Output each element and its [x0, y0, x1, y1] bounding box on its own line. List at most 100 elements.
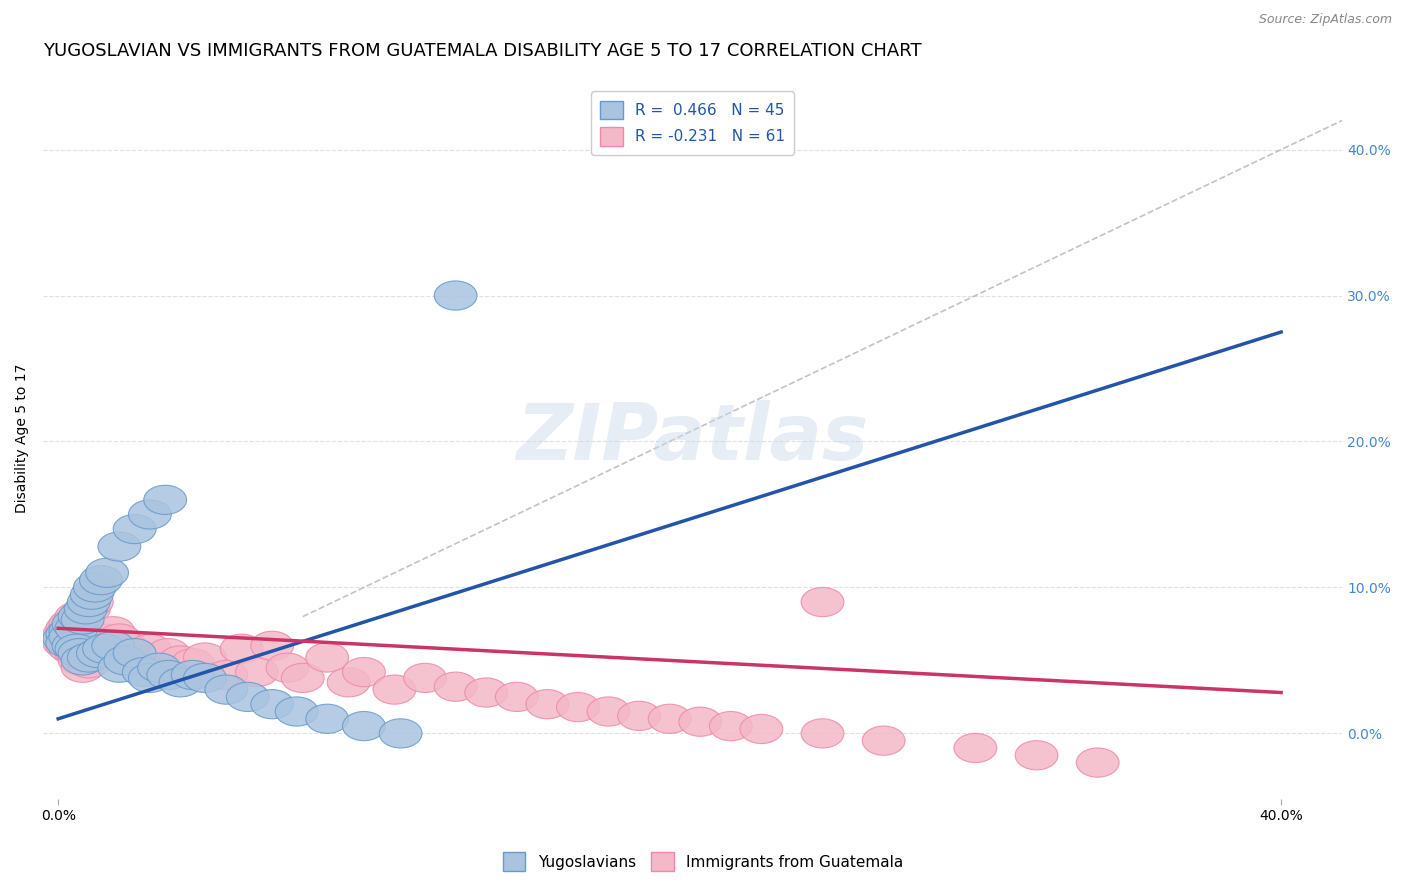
Ellipse shape: [184, 664, 226, 692]
Ellipse shape: [146, 660, 190, 690]
Ellipse shape: [73, 639, 117, 668]
Ellipse shape: [62, 605, 104, 634]
Ellipse shape: [205, 660, 247, 690]
Text: Source: ZipAtlas.com: Source: ZipAtlas.com: [1258, 13, 1392, 27]
Ellipse shape: [98, 624, 141, 653]
Ellipse shape: [80, 566, 122, 595]
Ellipse shape: [98, 532, 141, 561]
Ellipse shape: [465, 678, 508, 707]
Ellipse shape: [104, 646, 146, 675]
Ellipse shape: [55, 634, 98, 664]
Ellipse shape: [73, 573, 117, 602]
Ellipse shape: [307, 704, 349, 733]
Ellipse shape: [343, 657, 385, 687]
Ellipse shape: [172, 648, 214, 678]
Text: ZIPatlas: ZIPatlas: [516, 400, 869, 475]
Ellipse shape: [67, 643, 110, 672]
Ellipse shape: [62, 653, 104, 682]
Ellipse shape: [276, 697, 318, 726]
Ellipse shape: [49, 623, 91, 652]
Ellipse shape: [740, 714, 783, 744]
Ellipse shape: [434, 281, 477, 310]
Ellipse shape: [343, 712, 385, 740]
Ellipse shape: [404, 664, 447, 692]
Ellipse shape: [801, 588, 844, 616]
Ellipse shape: [266, 653, 309, 682]
Ellipse shape: [679, 707, 721, 736]
Ellipse shape: [62, 646, 104, 675]
Ellipse shape: [52, 632, 94, 660]
Ellipse shape: [52, 616, 94, 646]
Ellipse shape: [128, 500, 172, 529]
Ellipse shape: [55, 639, 98, 668]
Ellipse shape: [146, 639, 190, 668]
Ellipse shape: [62, 599, 104, 628]
Ellipse shape: [67, 648, 110, 678]
Ellipse shape: [114, 515, 156, 543]
Ellipse shape: [46, 620, 89, 648]
Ellipse shape: [434, 672, 477, 701]
Ellipse shape: [1015, 740, 1057, 770]
Ellipse shape: [52, 609, 94, 639]
Ellipse shape: [104, 632, 146, 660]
Ellipse shape: [114, 639, 156, 668]
Ellipse shape: [122, 646, 165, 675]
Legend: Yugoslavians, Immigrants from Guatemala: Yugoslavians, Immigrants from Guatemala: [496, 847, 910, 877]
Ellipse shape: [76, 632, 120, 660]
Ellipse shape: [46, 632, 89, 660]
Ellipse shape: [128, 634, 172, 664]
Ellipse shape: [46, 628, 89, 657]
Ellipse shape: [65, 595, 107, 624]
Ellipse shape: [65, 639, 107, 668]
Ellipse shape: [44, 628, 86, 657]
Ellipse shape: [172, 660, 214, 690]
Ellipse shape: [184, 643, 226, 672]
Ellipse shape: [307, 643, 349, 672]
Ellipse shape: [67, 595, 110, 624]
Ellipse shape: [91, 616, 135, 646]
Ellipse shape: [138, 653, 180, 682]
Ellipse shape: [70, 588, 114, 616]
Ellipse shape: [44, 620, 86, 648]
Ellipse shape: [495, 682, 538, 712]
Ellipse shape: [128, 664, 172, 692]
Ellipse shape: [86, 634, 128, 664]
Ellipse shape: [205, 675, 247, 704]
Ellipse shape: [955, 733, 997, 763]
Ellipse shape: [801, 719, 844, 748]
Y-axis label: Disability Age 5 to 17: Disability Age 5 to 17: [15, 363, 30, 513]
Ellipse shape: [138, 653, 180, 682]
Ellipse shape: [67, 588, 110, 616]
Ellipse shape: [122, 657, 165, 687]
Ellipse shape: [226, 682, 269, 712]
Ellipse shape: [373, 675, 416, 704]
Ellipse shape: [58, 605, 101, 634]
Ellipse shape: [143, 485, 187, 515]
Ellipse shape: [49, 616, 91, 646]
Ellipse shape: [588, 697, 630, 726]
Ellipse shape: [557, 692, 599, 722]
Legend: R =  0.466   N = 45, R = -0.231   N = 61: R = 0.466 N = 45, R = -0.231 N = 61: [591, 92, 794, 154]
Ellipse shape: [55, 602, 98, 632]
Ellipse shape: [1076, 748, 1119, 777]
Ellipse shape: [52, 624, 94, 653]
Ellipse shape: [49, 609, 91, 639]
Ellipse shape: [55, 614, 98, 643]
Ellipse shape: [328, 668, 370, 697]
Ellipse shape: [159, 668, 202, 697]
Ellipse shape: [98, 653, 141, 682]
Ellipse shape: [281, 664, 325, 692]
Ellipse shape: [58, 646, 101, 675]
Ellipse shape: [862, 726, 905, 756]
Ellipse shape: [159, 646, 202, 675]
Ellipse shape: [83, 624, 125, 653]
Ellipse shape: [526, 690, 569, 719]
Ellipse shape: [44, 624, 86, 653]
Ellipse shape: [58, 602, 101, 632]
Ellipse shape: [46, 614, 89, 643]
Ellipse shape: [91, 632, 135, 660]
Ellipse shape: [58, 639, 101, 668]
Ellipse shape: [49, 634, 91, 664]
Ellipse shape: [250, 690, 294, 719]
Ellipse shape: [250, 632, 294, 660]
